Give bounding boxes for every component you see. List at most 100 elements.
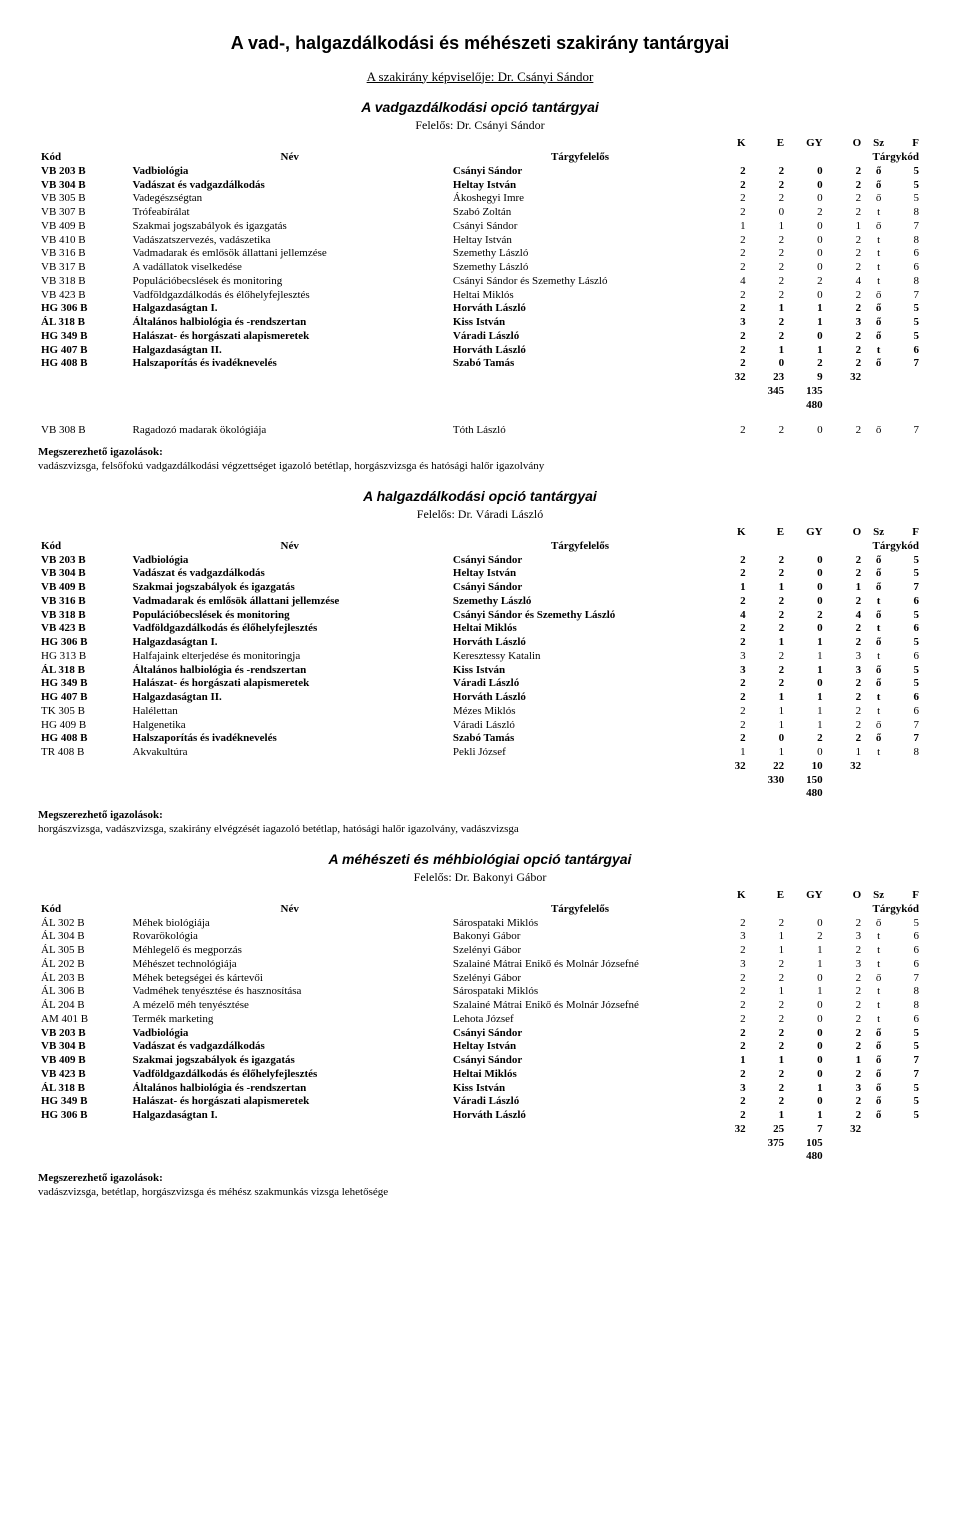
cell-code: VB 410 B: [38, 234, 130, 248]
cell-o: 2: [826, 234, 865, 248]
cell-person: Heltay István: [450, 567, 710, 581]
table-row: VB 409 BSzakmai jogszabályok és igazgatá…: [38, 220, 922, 234]
cell-e: 1: [749, 930, 788, 944]
cell-sz: ő: [864, 1109, 893, 1123]
cell-name: Trófeabírálat: [130, 206, 450, 220]
cell-k: 1: [710, 581, 749, 595]
cell-person: Csányi Sándor és Szemethy László: [450, 275, 710, 289]
cell-f: 6: [893, 247, 922, 261]
cell-name: Halgazdaságtan I.: [130, 636, 450, 650]
col-targykod: Tárgykód: [710, 151, 922, 165]
cell-sz: t: [864, 595, 893, 609]
cell-person: Heltai Miklós: [450, 622, 710, 636]
cell-code: VB 316 B: [38, 595, 130, 609]
cell-code: TR 408 B: [38, 746, 130, 760]
col-e: E: [749, 889, 788, 903]
cell-o: 2: [826, 247, 865, 261]
cell-gy: 1: [787, 705, 826, 719]
cell-o: 2: [826, 944, 865, 958]
cell-f: 6: [893, 344, 922, 358]
cell-o: 1: [826, 220, 865, 234]
cell-code: VB 317 B: [38, 261, 130, 275]
cell-o: 2: [826, 719, 865, 733]
cell-o: 2: [826, 261, 865, 275]
cell-sz: t: [864, 1013, 893, 1027]
cell-gy: 1: [787, 316, 826, 330]
table-row: HG 408 BHalszaporítás és ivadéknevelésSz…: [38, 357, 922, 371]
cell-sz: ő: [864, 581, 893, 595]
cell-sz: ő: [864, 165, 893, 179]
table-row: VB 409 BSzakmai jogszabályok és igazgatá…: [38, 1054, 922, 1068]
cell-sz: t: [864, 930, 893, 944]
cell-name: A vadállatok viselkedése: [130, 261, 450, 275]
cert-text: vadászvizsga, betétlap, horgászvizsga és…: [38, 1186, 922, 1200]
cell-e: 2: [749, 609, 788, 623]
cell-name: Vadmadarak és emlősök állattani jellemzé…: [130, 247, 450, 261]
cell-e: 1: [749, 746, 788, 760]
col-kod: Kód: [38, 540, 130, 554]
col-o: O: [826, 526, 865, 540]
cell-sz: ő: [864, 554, 893, 568]
cell-o: 1: [826, 746, 865, 760]
cell-code: ÁL 318 B: [38, 1082, 130, 1096]
cell-person: Szelényi Gábor: [450, 944, 710, 958]
col-nev: Név: [130, 903, 450, 917]
table-row: HG 306 BHalgazdaságtan I.Horváth László2…: [38, 302, 922, 316]
cell-e: 0: [749, 357, 788, 371]
cell-o: 3: [826, 650, 865, 664]
cell-person: Szemethy László: [450, 247, 710, 261]
cell-gy: 0: [787, 234, 826, 248]
cell-name: Vadbiológia: [130, 165, 450, 179]
cell-code: HG 409 B: [38, 719, 130, 733]
cell-code: VB 304 B: [38, 179, 130, 193]
cert-text: horgászvizsga, vadászvizsga, szakirány e…: [38, 823, 922, 837]
table-row: ÁL 305 BMéhlegelő és megporzásSzelényi G…: [38, 944, 922, 958]
cell-k: 2: [710, 985, 749, 999]
cell-f: 7: [893, 289, 922, 303]
cell-sz: t: [864, 247, 893, 261]
cell-o: 2: [826, 999, 865, 1013]
table-row: VB 409 BSzakmai jogszabályok és igazgatá…: [38, 581, 922, 595]
cell-f: 6: [893, 622, 922, 636]
cell-gy: 1: [787, 719, 826, 733]
cell-code: HG 306 B: [38, 636, 130, 650]
cell-person: Szabó Tamás: [450, 357, 710, 371]
cell-f: 8: [893, 206, 922, 220]
cell-name: A mézelő méh tenyésztése: [130, 999, 450, 1013]
cell-code: VB 203 B: [38, 554, 130, 568]
cell-k: 3: [710, 930, 749, 944]
cell-sz: ő: [864, 664, 893, 678]
cell-person: Pekli József: [450, 746, 710, 760]
course-table: KEGYOSzFKódNévTárgyfelelősTárgykódVB 203…: [38, 526, 922, 801]
cell-o: 2: [826, 357, 865, 371]
cell-sz: t: [864, 958, 893, 972]
cell-name: Méhlegelő és megporzás: [130, 944, 450, 958]
cell-name: Szakmai jogszabályok és igazgatás: [130, 1054, 450, 1068]
cell-person: Sárospataki Miklós: [450, 985, 710, 999]
cell-name: Halgazdaságtan II.: [130, 691, 450, 705]
cell-sz: ő: [864, 677, 893, 691]
cell-e: 1: [749, 1109, 788, 1123]
cell-name: Vadászat és vadgazdálkodás: [130, 567, 450, 581]
cell-e: 2: [749, 917, 788, 931]
cell-k: 1: [710, 746, 749, 760]
table-row: VB 203 BVadbiológiaCsányi Sándor2202ő5: [38, 165, 922, 179]
cell-person: Sárospataki Miklós: [450, 917, 710, 931]
cell-f: 5: [893, 917, 922, 931]
cell-code: HG 408 B: [38, 357, 130, 371]
cell-e: 2: [749, 247, 788, 261]
cell-e: 1: [749, 581, 788, 595]
cell-e: 2: [749, 1095, 788, 1109]
section-responsible: Felelős: Dr. Váradi László: [38, 507, 922, 522]
cell-gy: 1: [787, 664, 826, 678]
cell-code: ÁL 302 B: [38, 917, 130, 931]
cell-name: Halászat- és horgászati alapismeretek: [130, 677, 450, 691]
cell-name: Vadföldgazdálkodás és élőhelyfejlesztés: [130, 289, 450, 303]
cell-k: 2: [710, 234, 749, 248]
cell-sz: ő: [864, 220, 893, 234]
cell-o: 2: [826, 165, 865, 179]
col-gy: GY: [787, 526, 826, 540]
table-row: ÁL 302 BMéhek biológiájaSárospataki Mikl…: [38, 917, 922, 931]
cell-f: 5: [893, 165, 922, 179]
cell-e: 1: [749, 719, 788, 733]
